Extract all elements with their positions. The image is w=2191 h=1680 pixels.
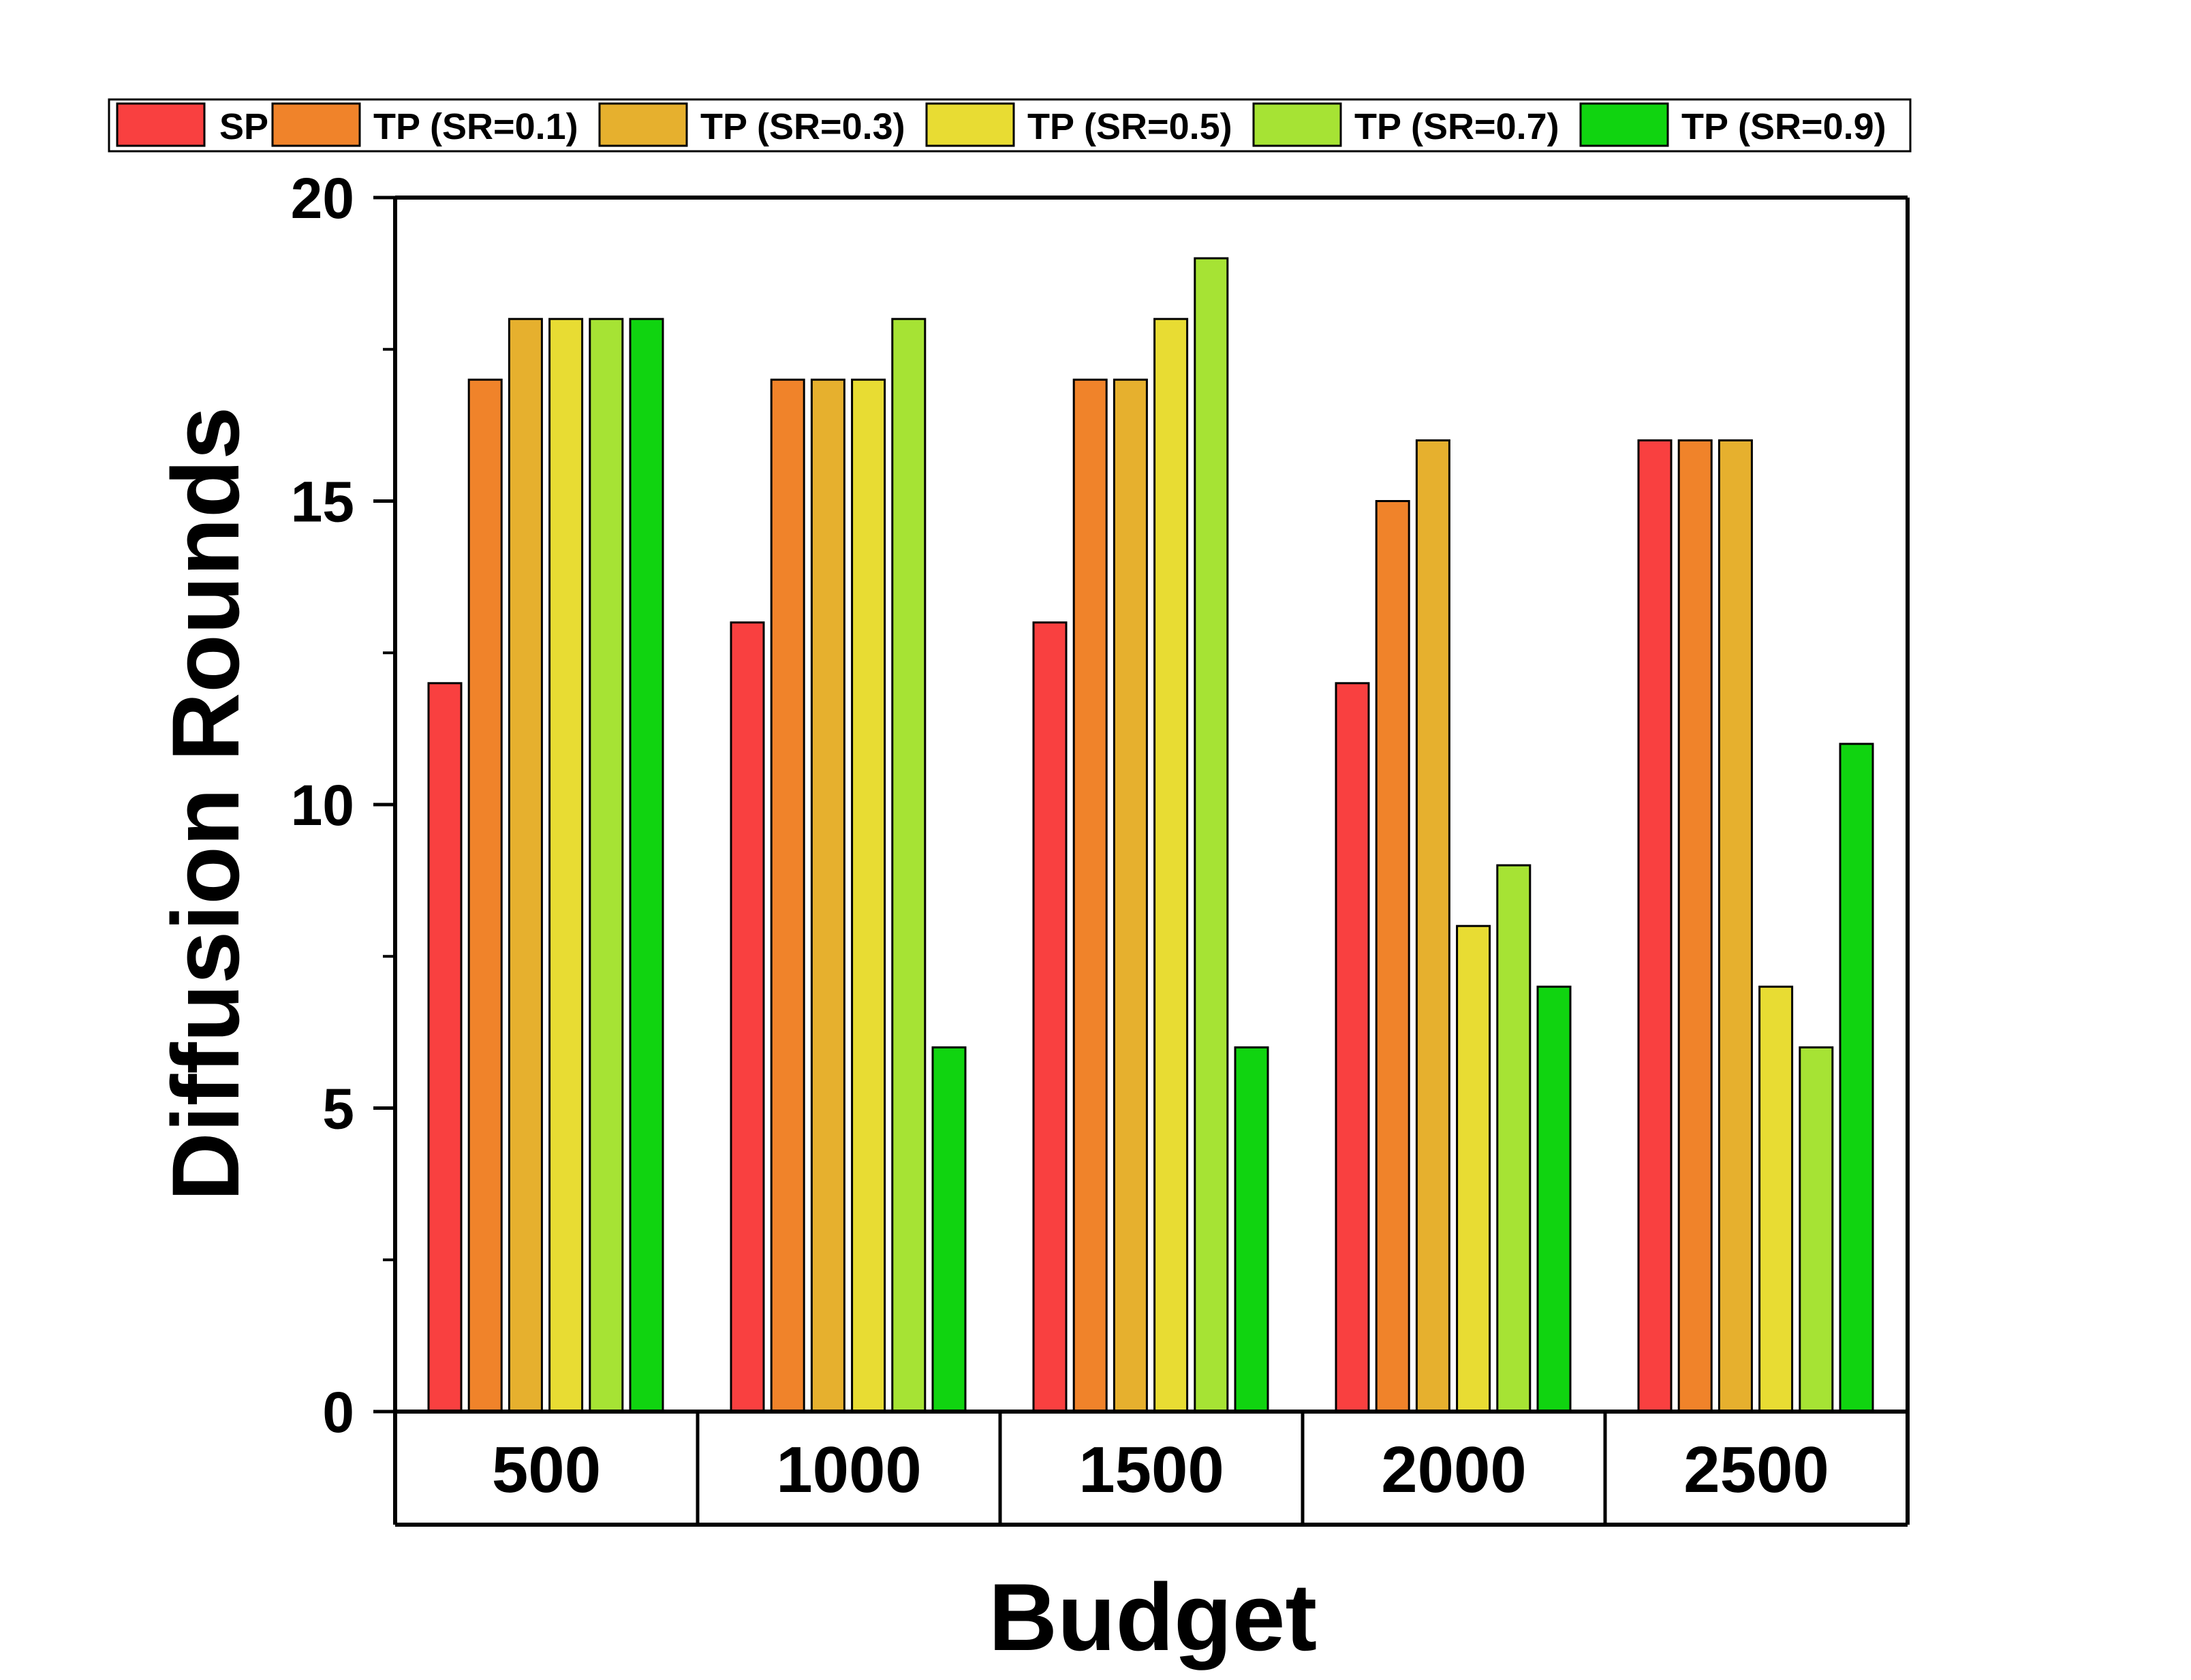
axes <box>393 196 1910 1527</box>
y-tick-label: 5 <box>322 1077 354 1141</box>
y-axis-ticks: 0 5 10 15 20 <box>291 166 395 1444</box>
legend-label-2: TP (SR=0.3) <box>700 106 905 147</box>
bar-1500-series-1 <box>1072 378 1108 1413</box>
x-category-label-2500: 2500 <box>1683 1433 1829 1506</box>
bar-2000-series-4 <box>1496 864 1532 1413</box>
bar-2500-series-3 <box>1758 985 1794 1413</box>
bar-2500-series-0 <box>1637 439 1673 1413</box>
bar-1000-series-1 <box>770 378 805 1413</box>
bar-500-series-2 <box>508 317 543 1413</box>
legend-label-5: TP (SR=0.9) <box>1681 106 1886 147</box>
bar-1500-series-5 <box>1234 1046 1269 1413</box>
legend-swatch-5 <box>1579 102 1669 147</box>
bar-2500-series-2 <box>1718 439 1753 1413</box>
bar-2500-series-4 <box>1799 1046 1834 1413</box>
bar-2000-series-5 <box>1536 985 1572 1413</box>
bar-500-series-5 <box>629 317 664 1413</box>
legend-label-1: TP (SR=0.1) <box>373 106 578 147</box>
bar-1000-series-2 <box>810 378 845 1413</box>
bar-1500-series-4 <box>1194 257 1229 1413</box>
legend-label-0: SP <box>219 106 268 147</box>
y-tick-label: 0 <box>322 1380 354 1444</box>
legend-swatch-3 <box>925 102 1015 147</box>
bar-500-series-1 <box>467 378 503 1413</box>
bars <box>427 257 1874 1413</box>
legend-swatch-0 <box>116 102 206 147</box>
bar-1000-series-4 <box>891 317 927 1413</box>
bar-1000-series-5 <box>931 1046 967 1413</box>
bar-2000-series-1 <box>1375 500 1410 1413</box>
legend-swatch-1 <box>271 102 361 147</box>
legend-swatch-4 <box>1252 102 1342 147</box>
x-axis-label: Budget <box>989 1564 1317 1670</box>
y-tick-label: 20 <box>291 166 354 230</box>
bar-2000-series-0 <box>1335 682 1370 1413</box>
x-category-label-500: 500 <box>492 1433 601 1506</box>
y-axis-label: Diffusion Rounds <box>152 407 259 1201</box>
legend-label-4: TP (SR=0.7) <box>1354 106 1559 147</box>
bar-500-series-0 <box>427 682 463 1413</box>
legend: SP TP (SR=0.1) TP (SR=0.3) TP (SR=0.5) TP (S… <box>108 98 1912 153</box>
bar-2500-series-5 <box>1839 743 1874 1413</box>
x-category-label-2000: 2000 <box>1381 1433 1527 1506</box>
bar-2500-series-1 <box>1677 439 1713 1413</box>
y-tick-label: 10 <box>291 773 354 837</box>
bar-1000-series-3 <box>851 378 886 1413</box>
bar-1500-series-0 <box>1032 621 1068 1413</box>
legend-label-3: TP (SR=0.5) <box>1027 106 1232 147</box>
y-tick-label: 15 <box>291 470 354 534</box>
bar-1500-series-2 <box>1113 378 1148 1413</box>
legend-swatch-2 <box>598 102 688 147</box>
bar-500-series-3 <box>548 317 584 1413</box>
x-axis-categories: 500 1000 1500 2000 2500 <box>492 1433 1829 1506</box>
x-category-label-1000: 1000 <box>776 1433 922 1506</box>
bar-1500-series-3 <box>1153 317 1189 1413</box>
x-category-label-1500: 1500 <box>1078 1433 1224 1506</box>
bar-1000-series-0 <box>730 621 765 1413</box>
bar-2000-series-3 <box>1456 924 1491 1413</box>
bar-500-series-4 <box>589 317 624 1413</box>
bar-2000-series-2 <box>1415 439 1450 1413</box>
